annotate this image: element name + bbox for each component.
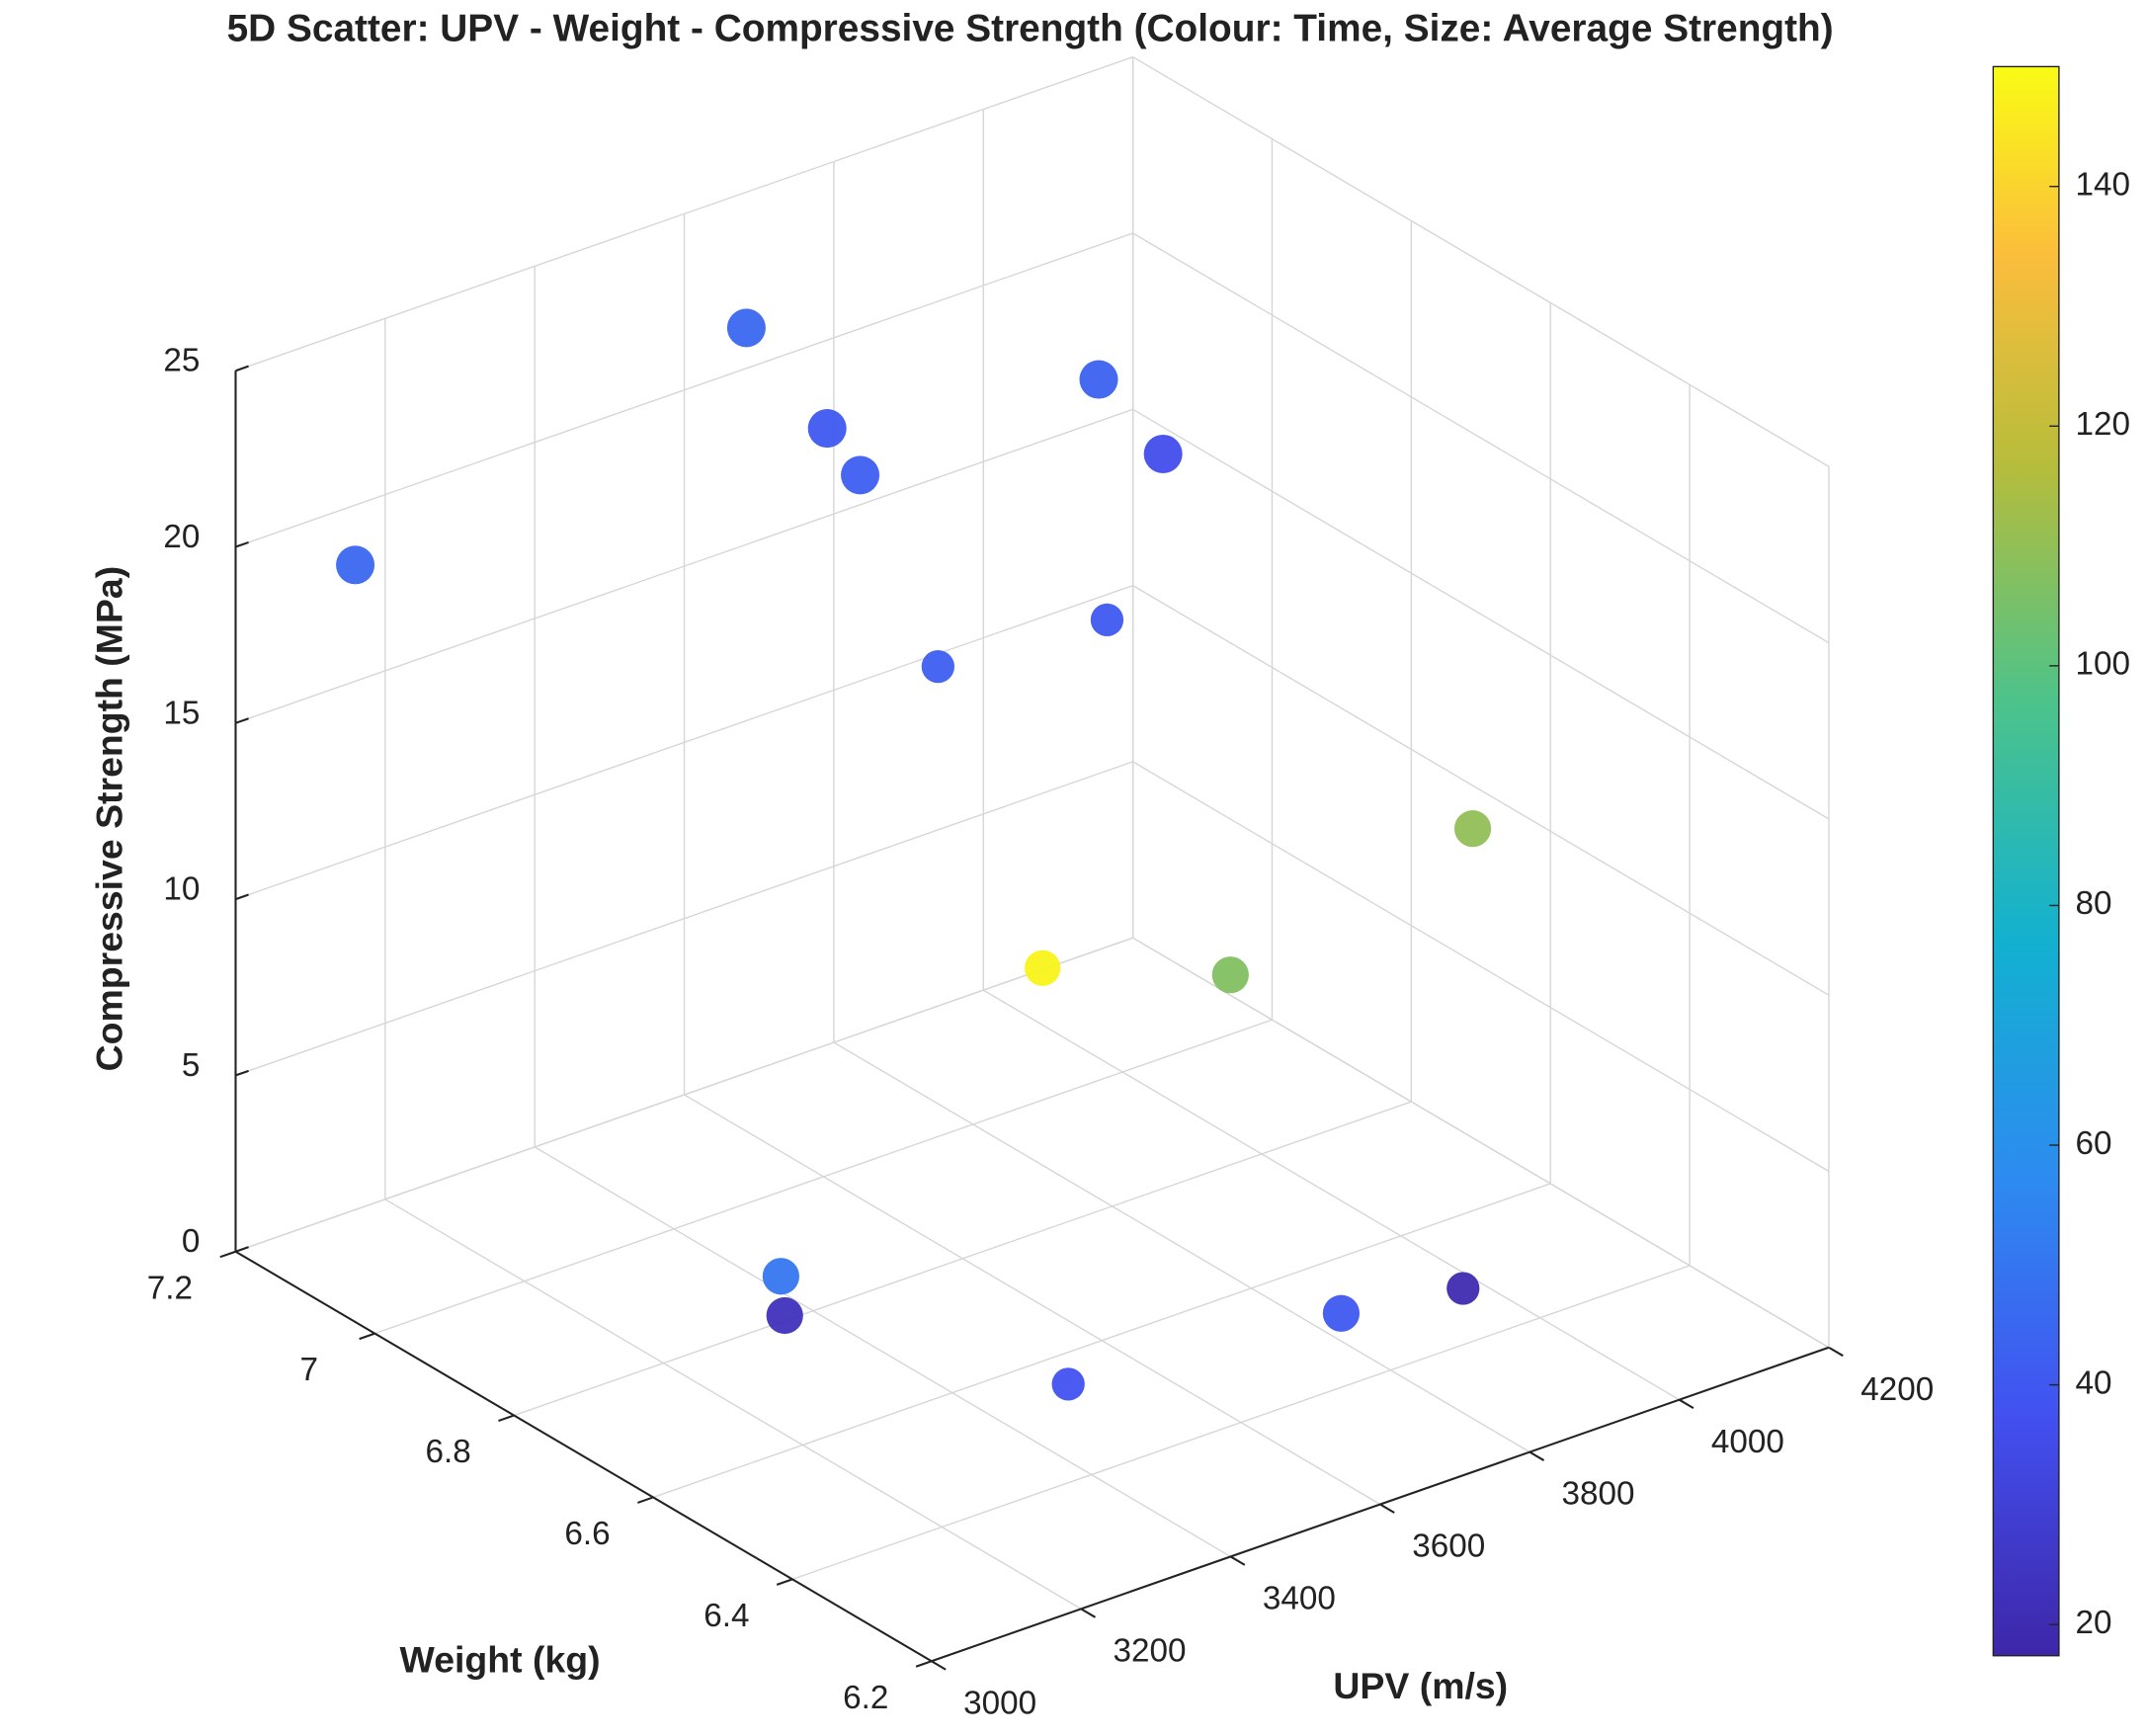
x-tick-label: 3000 [963, 1685, 1036, 1721]
x-tick-label: 3400 [1263, 1581, 1336, 1617]
data-point [1143, 434, 1183, 473]
grid-line [235, 937, 1133, 1253]
y-tick [776, 1578, 793, 1586]
grid-line [534, 1146, 1231, 1558]
x-tick-label: 3800 [1562, 1476, 1635, 1513]
z-tick-label: 10 [163, 871, 200, 908]
colorbar-tick-label: 80 [2076, 885, 2112, 922]
grid-line [833, 1041, 1530, 1453]
x-tick [1679, 1398, 1694, 1410]
z-tick [235, 893, 249, 901]
x-tick [931, 1660, 947, 1671]
data-point [1446, 1272, 1480, 1305]
grid-line [1132, 56, 1830, 467]
colorbar-tick-label: 100 [2076, 646, 2131, 683]
data-point [1453, 810, 1492, 848]
grid-line [1132, 585, 1830, 996]
data-point [1079, 360, 1118, 399]
y-tick [498, 1414, 515, 1423]
grid-line [791, 1265, 1691, 1581]
z-tick [235, 1069, 249, 1077]
grid-line [513, 1101, 1412, 1417]
data-point [841, 455, 880, 495]
x-tick-label: 3600 [1412, 1529, 1485, 1565]
data-point [766, 1296, 803, 1335]
grid-line [684, 1094, 1381, 1506]
colorbar-tick-label: 60 [2076, 1125, 2112, 1162]
z-tick-label: 0 [182, 1223, 201, 1260]
x-tick [1528, 1450, 1545, 1461]
y-tick-label: 6.4 [703, 1598, 749, 1634]
grid-line [235, 232, 1133, 548]
z-tick-label: 20 [163, 519, 200, 555]
data-point [1025, 950, 1061, 986]
colorbar [1992, 65, 2060, 1657]
colorbar-tick-label: 120 [2076, 406, 2131, 443]
data-point [1090, 603, 1124, 637]
y-tick-label: 6.6 [564, 1516, 610, 1552]
grid-line [1132, 761, 1830, 1173]
x-tick-label: 3200 [1113, 1633, 1186, 1670]
x-tick-label: 4000 [1711, 1424, 1784, 1460]
y-axis-label: Weight (kg) [400, 1639, 601, 1681]
data-point [807, 409, 847, 449]
data-point [1051, 1367, 1085, 1401]
z-tick-label: 25 [163, 343, 200, 379]
grid-line [235, 408, 1133, 724]
z-tick [235, 717, 249, 724]
y-tick-label: 6.2 [843, 1680, 888, 1716]
x-tick [1080, 1608, 1097, 1618]
grid-line [982, 989, 1680, 1401]
y-axis-line [234, 1250, 933, 1663]
z-tick [235, 540, 249, 548]
z-tick [235, 365, 249, 372]
grid-line [1132, 408, 1830, 820]
data-point [762, 1258, 799, 1295]
x-tick [1828, 1346, 1844, 1358]
colorbar-tick-label: 40 [2076, 1364, 2112, 1401]
data-point [1211, 956, 1249, 994]
colorbar-tick-label: 20 [2076, 1605, 2112, 1641]
z-tick [235, 1246, 249, 1253]
grid-line [1132, 937, 1830, 1349]
data-point [1322, 1294, 1361, 1332]
x-axis-line [931, 1346, 1830, 1663]
data-point [336, 545, 375, 585]
colorbar-tick-label: 140 [2076, 166, 2131, 203]
x-tick-label: 4200 [1860, 1371, 1934, 1408]
y-tick-label: 7 [300, 1352, 319, 1388]
z-tick-label: 15 [163, 695, 200, 731]
chart-title: 5D Scatter: UPV - Weight - Compressive S… [227, 8, 1834, 50]
y-tick [359, 1332, 375, 1341]
y-tick [637, 1496, 654, 1504]
data-point [921, 649, 954, 684]
grid-line [652, 1183, 1551, 1499]
grid-line [235, 761, 1133, 1077]
grid-line [384, 1199, 1082, 1610]
y-tick [219, 1250, 236, 1259]
grid-line [374, 1019, 1273, 1335]
y-tick-label: 6.8 [426, 1434, 471, 1470]
x-tick [1379, 1503, 1395, 1514]
data-point [726, 308, 766, 348]
z-tick-label: 5 [182, 1047, 201, 1084]
grid-line [1132, 232, 1830, 644]
grid-line [235, 584, 1133, 900]
y-tick [915, 1660, 933, 1668]
z-axis-label: Compressive Strength (MPa) [89, 566, 130, 1072]
x-axis-label: UPV (m/s) [1333, 1665, 1508, 1706]
y-tick-label: 7.2 [147, 1270, 193, 1306]
x-tick [1229, 1555, 1246, 1566]
grid-line [235, 56, 1133, 372]
